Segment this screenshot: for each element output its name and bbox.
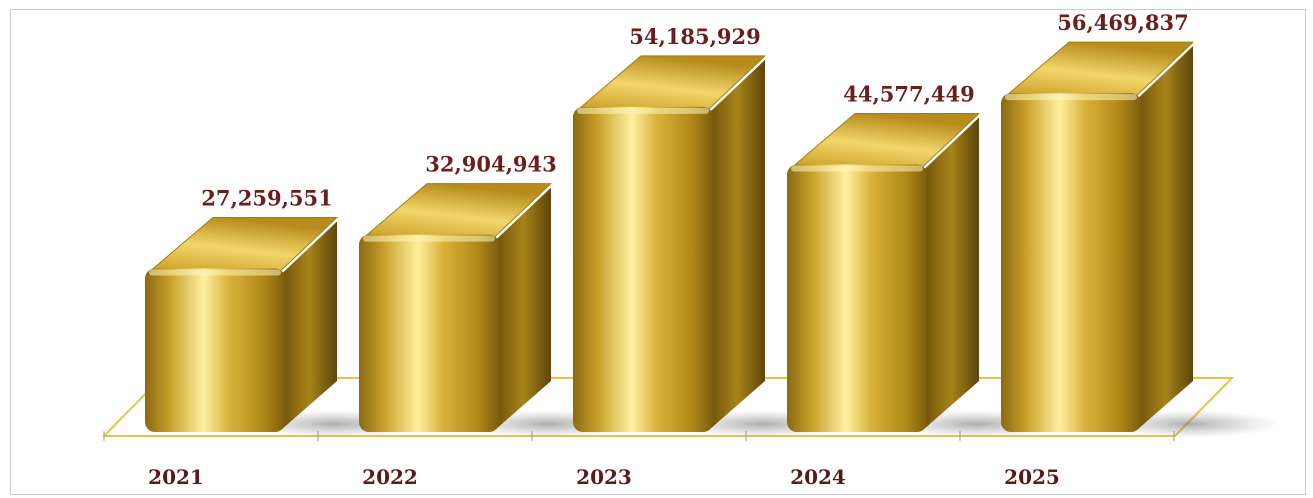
- bar-highlight: [791, 165, 923, 172]
- bar-highlight: [149, 269, 281, 276]
- bar-2024: [787, 113, 1066, 438]
- category-label-2022: 2022: [362, 465, 418, 489]
- floor-outline: [101, 377, 1235, 437]
- value-label-2023: 54,185,929: [629, 24, 761, 49]
- bar-2023: [573, 55, 852, 438]
- bar-front-face: [359, 234, 499, 432]
- category-label-2025: 2025: [1004, 465, 1060, 489]
- bar-highlight: [1005, 94, 1137, 101]
- bar-front-face: [1001, 93, 1141, 433]
- value-label-2022: 32,904,943: [425, 152, 557, 177]
- bar-highlight: [577, 107, 709, 114]
- bar-2025: [1001, 41, 1280, 438]
- category-label-2024: 2024: [790, 465, 846, 489]
- bar-side-face: [281, 221, 337, 430]
- bar-front-face: [787, 164, 927, 432]
- value-label-2025: 56,469,837: [1057, 10, 1189, 35]
- value-label-2024: 44,577,449: [843, 82, 975, 107]
- category-label-2023: 2023: [576, 465, 632, 489]
- value-label-2021: 27,259,551: [201, 185, 333, 210]
- bar-front-face: [145, 268, 285, 432]
- bar-side-face: [709, 59, 765, 430]
- bar-highlight: [363, 235, 495, 242]
- bar-side-face: [495, 187, 551, 430]
- bar-front-face: [573, 106, 713, 432]
- bar-2022: [359, 183, 638, 438]
- labels-group: 27,259,551 2021 32,904,943 2022 54,185,929 20…: [148, 10, 1189, 489]
- bar-side-face: [923, 117, 979, 430]
- category-label-2021: 2021: [148, 465, 204, 489]
- bars-group: [145, 41, 1280, 438]
- bar-side-face: [1137, 46, 1193, 431]
